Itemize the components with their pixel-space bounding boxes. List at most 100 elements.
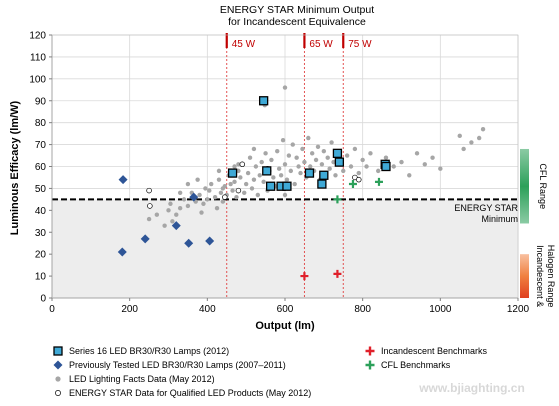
series16-led-point — [265, 181, 276, 191]
led-lighting-facts-point — [290, 142, 295, 147]
led-lighting-facts-point — [321, 148, 327, 154]
led-lighting-facts-point — [282, 192, 288, 198]
equivalence-label: 45 W — [232, 39, 256, 50]
y-tick-label: 0 — [40, 294, 46, 305]
energy-star-data-point — [235, 187, 242, 194]
legend-label: Incandescent Benchmarks — [381, 346, 488, 356]
led-lighting-facts-point — [331, 159, 336, 165]
led-lighting-facts-point — [480, 127, 486, 132]
led-lighting-facts-point — [146, 216, 152, 222]
led-lighting-facts-point — [220, 186, 226, 191]
energy-star-min-label-1: ENERGY STAR — [454, 203, 518, 213]
led-lighting-facts-point — [234, 194, 239, 200]
y-axis-title: Luminous Efficacy (lm/W) — [9, 100, 21, 235]
led-lighting-facts-point — [197, 192, 202, 198]
led-lighting-facts-point — [422, 162, 427, 167]
y-tick-label: 120 — [29, 31, 46, 42]
led-lighting-facts-point — [288, 168, 294, 174]
led-lighting-facts-point — [232, 164, 237, 169]
led-lighting-facts-point — [280, 138, 286, 143]
led-lighting-facts-point — [166, 208, 171, 213]
led-lighting-facts-point — [257, 173, 262, 178]
incandescent-range-band — [520, 254, 529, 298]
led-lighting-facts-point — [177, 205, 183, 211]
led-lighting-facts-point — [333, 173, 338, 178]
right-range-bands: CFL Range Incandescent & Halogen Range — [520, 148, 556, 307]
legend: Series 16 LED BR30/R30 Lamps (2012) Previ… — [53, 346, 488, 398]
led-lighting-facts-point — [276, 166, 282, 171]
previous-led-point — [189, 192, 199, 202]
axes: 0 200 400 600 800 1000 1200 0 10 20 30 40 50 60 70 80 90… — [29, 31, 529, 316]
series16-led-point — [334, 157, 345, 167]
led-lighting-facts-point — [181, 197, 187, 202]
led-lighting-facts-point — [249, 186, 255, 191]
led-lighting-facts-point — [364, 164, 369, 169]
chart-title-line-1: ENERGY STAR Minimum Output — [220, 4, 374, 16]
led-lighting-facts-point — [212, 194, 218, 200]
led-lighting-facts-point — [154, 212, 160, 217]
x-axis-title: Output (lm) — [255, 320, 315, 332]
led-lighting-facts-point — [214, 205, 220, 211]
led-lighting-facts-point — [292, 181, 297, 187]
previous-led-point — [205, 236, 215, 246]
chart-title-line-2: for Incandescent Equivalence — [228, 16, 366, 28]
led-lighting-facts-point — [201, 201, 206, 206]
led-lighting-facts-point — [376, 168, 381, 174]
led-lighting-facts-point — [407, 173, 412, 178]
led-lighting-facts-point — [457, 133, 462, 139]
y-tick-label: 60 — [35, 162, 47, 173]
led-lighting-facts-point — [195, 177, 200, 182]
below-minimum-region — [52, 199, 518, 298]
led-lighting-facts-point — [185, 203, 191, 209]
led-lighting-facts-point — [247, 155, 253, 160]
led-lighting-facts-point — [271, 175, 276, 180]
watermark: www.bjiaghting.cn — [418, 381, 525, 395]
x-tick-label: 0 — [49, 304, 55, 315]
led-lighting-facts-point — [319, 162, 325, 167]
x-tick-label: 800 — [354, 304, 371, 315]
previous-led-point — [140, 234, 150, 244]
led-lighting-facts-point — [313, 157, 319, 163]
led-lighting-facts-point — [368, 151, 373, 156]
y-tick-label: 70 — [35, 140, 47, 151]
led-lighting-facts-point — [185, 181, 191, 187]
legend-marker-benchmark — [365, 360, 375, 370]
led-lighting-facts-point — [306, 135, 311, 141]
data-points — [117, 85, 486, 281]
led-lighting-facts-point — [461, 146, 466, 152]
led-lighting-facts-point — [348, 164, 354, 169]
led-lighting-facts-point — [294, 155, 299, 160]
cfl-range-band — [520, 148, 529, 224]
led-lighting-facts-point — [309, 151, 315, 156]
led-lighting-facts-point — [259, 159, 264, 165]
y-tick-label: 50 — [35, 184, 47, 195]
legend-marker-energy-star — [55, 390, 61, 396]
led-lighting-facts-point — [232, 179, 237, 185]
previous-led-point — [117, 247, 127, 257]
y-tick-label: 20 — [35, 250, 47, 261]
led-lighting-facts-point — [162, 223, 167, 228]
led-lighting-facts-point — [238, 175, 243, 180]
led-lighting-facts-point — [218, 190, 224, 195]
led-lighting-facts-point — [329, 140, 334, 145]
led-lighting-facts-point — [230, 188, 235, 193]
led-lighting-facts-point — [207, 188, 212, 193]
energy-star-data-point — [356, 176, 362, 183]
led-lighting-facts-point — [228, 181, 233, 187]
legend-label: CFL Benchmarks — [381, 360, 451, 370]
led-lighting-facts-point — [352, 146, 358, 152]
led-lighting-facts-point — [282, 85, 288, 90]
incandescent-benchmark-point — [300, 272, 309, 281]
led-lighting-facts-point — [253, 164, 259, 169]
y-tick-label: 80 — [35, 118, 47, 129]
cfl-benchmark-point — [374, 177, 383, 186]
energy-star-min-label-2: Minimum — [481, 214, 518, 224]
led-lighting-facts-point — [302, 159, 307, 165]
led-lighting-facts-point — [308, 164, 313, 169]
led-lighting-facts-point — [203, 186, 208, 191]
led-lighting-facts-point — [251, 146, 257, 152]
led-lighting-facts-point — [275, 148, 280, 154]
led-lighting-facts-point — [174, 212, 179, 217]
equivalence-label: 75 W — [348, 39, 372, 50]
energy-star-data-point — [147, 203, 153, 209]
